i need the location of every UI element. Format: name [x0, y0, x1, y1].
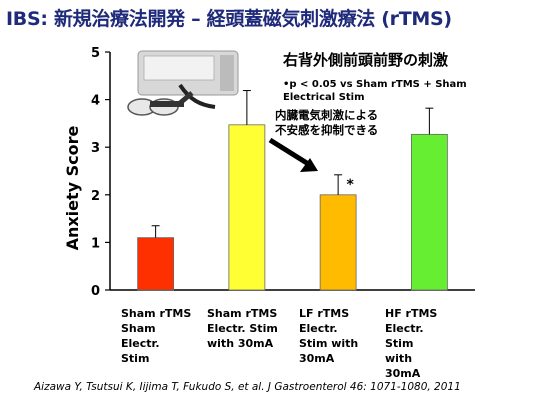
slide-title: IBS: 新規治療法開発 – 経頭蓋磁気刺激療法 (rTMS)	[6, 8, 452, 30]
bar	[319, 194, 357, 291]
annotation-arrow-line	[268, 137, 312, 168]
significance-asterisk: *	[346, 177, 354, 193]
chart-subtitle: 右背外側前頭前野の刺激	[283, 51, 449, 69]
y-tick-label: 1	[91, 236, 100, 251]
bar	[410, 133, 448, 291]
y-tick-label: 5	[91, 46, 100, 61]
bar	[228, 124, 266, 291]
significance-note: •p < 0.05 vs Sham rTMS + Sham Electrical…	[283, 79, 467, 103]
x-category-label: Sham rTMS Sham Electr. Stim	[121, 307, 192, 365]
x-category-label: Sham rTMS Electr. Stim with 30mA	[207, 307, 278, 350]
rtms-device-photo	[120, 45, 250, 125]
y-tick-label: 2	[91, 189, 100, 204]
citation: Aizawa Y, Tsutsui K, Iijima T, Fukudo S,…	[34, 381, 461, 393]
y-tick-label: 4	[91, 94, 100, 109]
x-category-label: HF rTMS Electr. Stim with 30mA	[385, 307, 438, 380]
y-axis-label: Anxiety Score	[63, 125, 82, 250]
annotation-text: 内臓電気刺激による 不安感を抑制できる	[275, 108, 379, 137]
y-tick-label: 0	[91, 284, 100, 299]
x-category-label: LF rTMS Electr. Stim with 30mA	[299, 307, 359, 365]
y-tick-label: 3	[91, 141, 100, 156]
annotation-arrow-head	[300, 158, 318, 172]
bar	[137, 237, 175, 291]
